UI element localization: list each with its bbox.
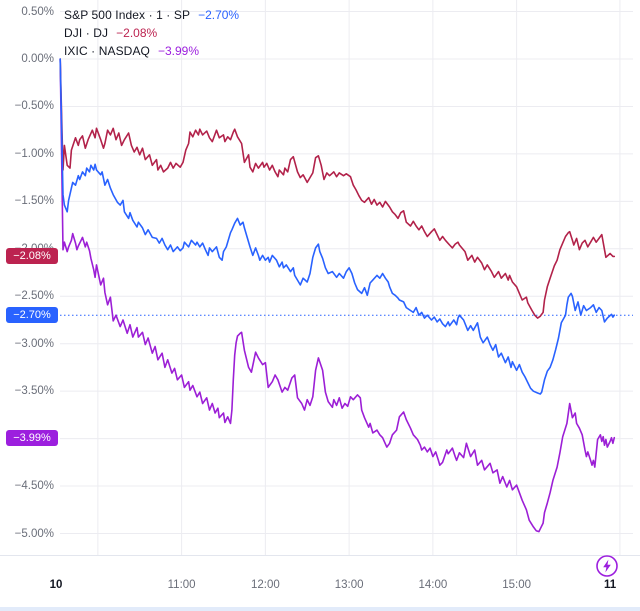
price-scale[interactable]: 0.50%0.00%−0.50%−1.00%−1.50%−2.00%−2.50%… <box>0 0 56 555</box>
y-axis-label: 0.00% <box>21 53 54 65</box>
x-axis-label: 11:00 <box>167 579 196 591</box>
dji-price-badge: −2.08% <box>6 248 58 265</box>
gridlines <box>0 0 640 556</box>
dji-line <box>59 58 616 319</box>
x-axis-label: 13:00 <box>334 579 364 591</box>
x-axis-label: 11 <box>604 579 617 591</box>
bottom-pane-edge <box>0 607 640 611</box>
legend-row-dji[interactable]: DJI · DJ −2.08% <box>64 24 239 42</box>
sp500-symbol-label: S&P 500 Index · 1 · SP <box>64 8 191 22</box>
y-axis-label: −5.00% <box>14 527 54 540</box>
time-scale[interactable]: 10 11:00 12:00 13:00 14:00 15:00 11 <box>0 556 640 596</box>
ixic-price-badge: −3.99% <box>6 429 58 446</box>
sp500-line <box>59 58 616 395</box>
x-axis-label: 12:00 <box>250 579 280 591</box>
y-axis-label: −4.50% <box>14 480 54 493</box>
y-axis-label: −2.50% <box>14 290 54 303</box>
y-axis-label: −0.50% <box>14 100 54 113</box>
legend-row-sp500[interactable]: S&P 500 Index · 1 · SP −2.70% <box>64 6 239 24</box>
sp500-change-value: −2.70% <box>198 8 240 22</box>
legend-row-ixic[interactable]: IXIC · NASDAQ −3.99% <box>64 42 239 60</box>
flash-lightning-icon[interactable] <box>595 554 619 578</box>
y-axis-label: 0.50% <box>21 5 54 18</box>
legend: S&P 500 Index · 1 · SP −2.70% DJI · DJ −… <box>64 6 239 60</box>
x-axis-label: 14:00 <box>418 579 448 591</box>
ixic-line <box>59 58 616 533</box>
y-axis-label: −3.50% <box>14 385 54 398</box>
sp500-price-badge: −2.70% <box>6 307 58 324</box>
y-axis-label: −1.50% <box>14 195 54 208</box>
ixic-symbol-label: IXIC · NASDAQ <box>64 44 150 58</box>
ixic-change-value: −3.99% <box>157 44 200 58</box>
dji-change-value: −2.08% <box>116 26 158 40</box>
x-axis-label: 10 <box>49 579 63 591</box>
y-axis-label: −3.00% <box>14 337 54 350</box>
dji-symbol-label: DJI · DJ <box>64 26 109 40</box>
y-axis-label: −1.00% <box>14 147 54 160</box>
x-axis-label: 15:00 <box>502 579 531 591</box>
